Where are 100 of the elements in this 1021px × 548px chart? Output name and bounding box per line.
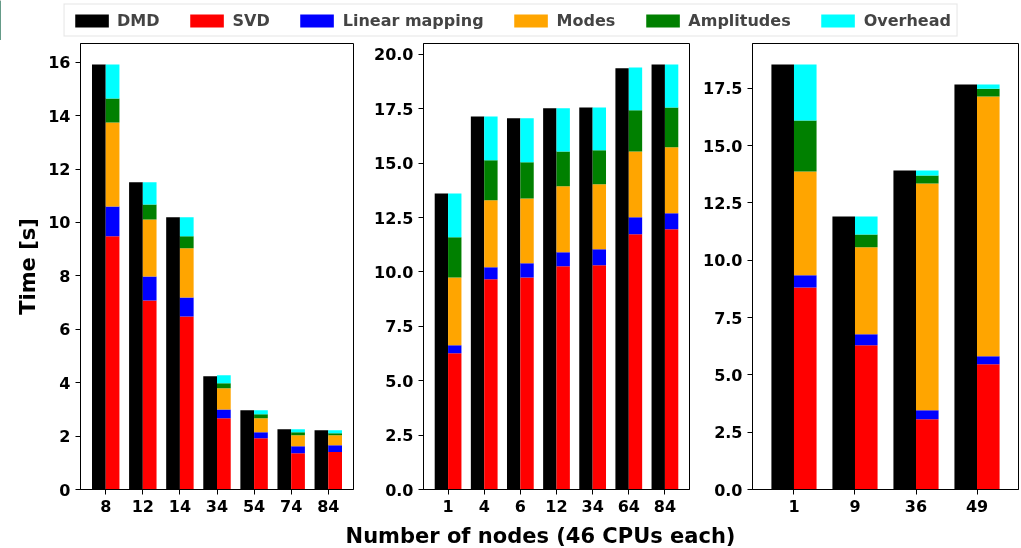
bar [254,410,268,415]
bar [484,116,498,161]
bar [484,160,498,201]
legend-label: DMD [117,10,160,30]
x-tick-label: 4 [478,496,490,516]
bar [105,122,120,207]
bar [179,236,194,249]
x-tick-label: 64 [617,496,640,516]
bar [254,432,268,439]
bar [977,356,1000,365]
bar [628,234,643,490]
bar [916,183,939,411]
y-tick-label: 7.5 [385,317,414,337]
bar [254,418,268,433]
x-tick-label: 8 [100,496,112,516]
bar [105,236,120,490]
bar [217,388,231,410]
bar [556,266,570,490]
legend-label: SVD [232,10,270,30]
bar [484,200,498,268]
x-tick-label: 12 [131,496,154,516]
bar [217,383,231,389]
y-tick-label: 14 [48,106,71,126]
bar [592,184,607,250]
x-tick-label: 74 [280,496,303,516]
bar [977,96,1000,357]
legend-label: Modes [556,10,616,30]
bar [105,98,120,123]
bar [254,414,268,419]
x-axis-title: Number of nodes (46 CPUs each) [345,523,736,548]
bar [217,418,231,490]
bar [179,316,194,490]
bar [291,446,305,454]
bar [217,375,231,384]
y-tick-label: 17.5 [703,79,743,99]
bar [592,249,607,266]
y-tick-label: 10.0 [374,262,414,282]
y-tick-label: 4 [59,373,71,393]
x-tick-label: 84 [317,496,340,516]
y-tick-label: 8 [59,266,71,286]
bar [793,287,817,490]
x-tick-label: 49 [965,496,989,516]
x-tick-label: 84 [653,496,677,516]
x-tick-label: 9 [849,496,861,516]
bar [520,162,534,199]
bar [448,353,462,490]
y-tick-label: 12.5 [374,208,414,228]
y-tick-label: 6 [59,320,71,340]
bar [628,67,643,111]
y-tick-label: 5.0 [385,371,414,391]
x-tick-label: 36 [904,496,928,516]
x-tick-label: 1 [442,496,454,516]
bar [793,120,817,172]
y-tick-label: 20.0 [374,45,414,65]
bar [592,265,607,490]
bar [793,64,817,121]
bar [484,279,498,490]
bar [291,435,305,447]
x-tick-label: 6 [514,496,526,516]
x-tick-label: 54 [242,496,266,516]
bar [556,186,570,253]
bar [254,438,268,490]
bar [916,410,939,420]
bar [520,198,534,264]
bar [520,277,534,490]
bar [328,445,342,453]
legend-label: Amplitudes [688,10,791,30]
bar [628,151,643,218]
bar [916,419,939,490]
bar [179,248,194,298]
bar [664,107,679,148]
y-tick-label: 0.0 [385,480,414,500]
y-tick-label: 2.5 [714,423,743,443]
bar [664,64,679,108]
bar [328,452,342,490]
bar [448,277,462,346]
y-axis-title: Time [s] [16,218,41,315]
x-tick-label: 34 [581,496,604,516]
bar [855,234,878,248]
bar [793,275,817,288]
bar [664,229,679,490]
bar [916,170,939,176]
bar [142,204,157,220]
bar [179,217,194,237]
legend-label: Linear mapping [342,10,484,30]
bar [105,206,120,237]
y-tick-label: 5.0 [714,365,743,385]
bar [448,345,462,354]
bar [142,182,157,205]
x-tick-label: 1 [788,496,800,516]
bar [592,107,607,151]
bar [855,247,878,335]
bar [855,216,878,235]
bar [520,118,534,163]
y-tick-label: 10 [48,213,71,233]
bar [105,64,120,99]
legend-label: Overhead [863,10,951,30]
y-tick-label: 0.0 [714,480,743,500]
x-tick-label: 12 [545,496,568,516]
y-tick-label: 0 [59,480,71,500]
